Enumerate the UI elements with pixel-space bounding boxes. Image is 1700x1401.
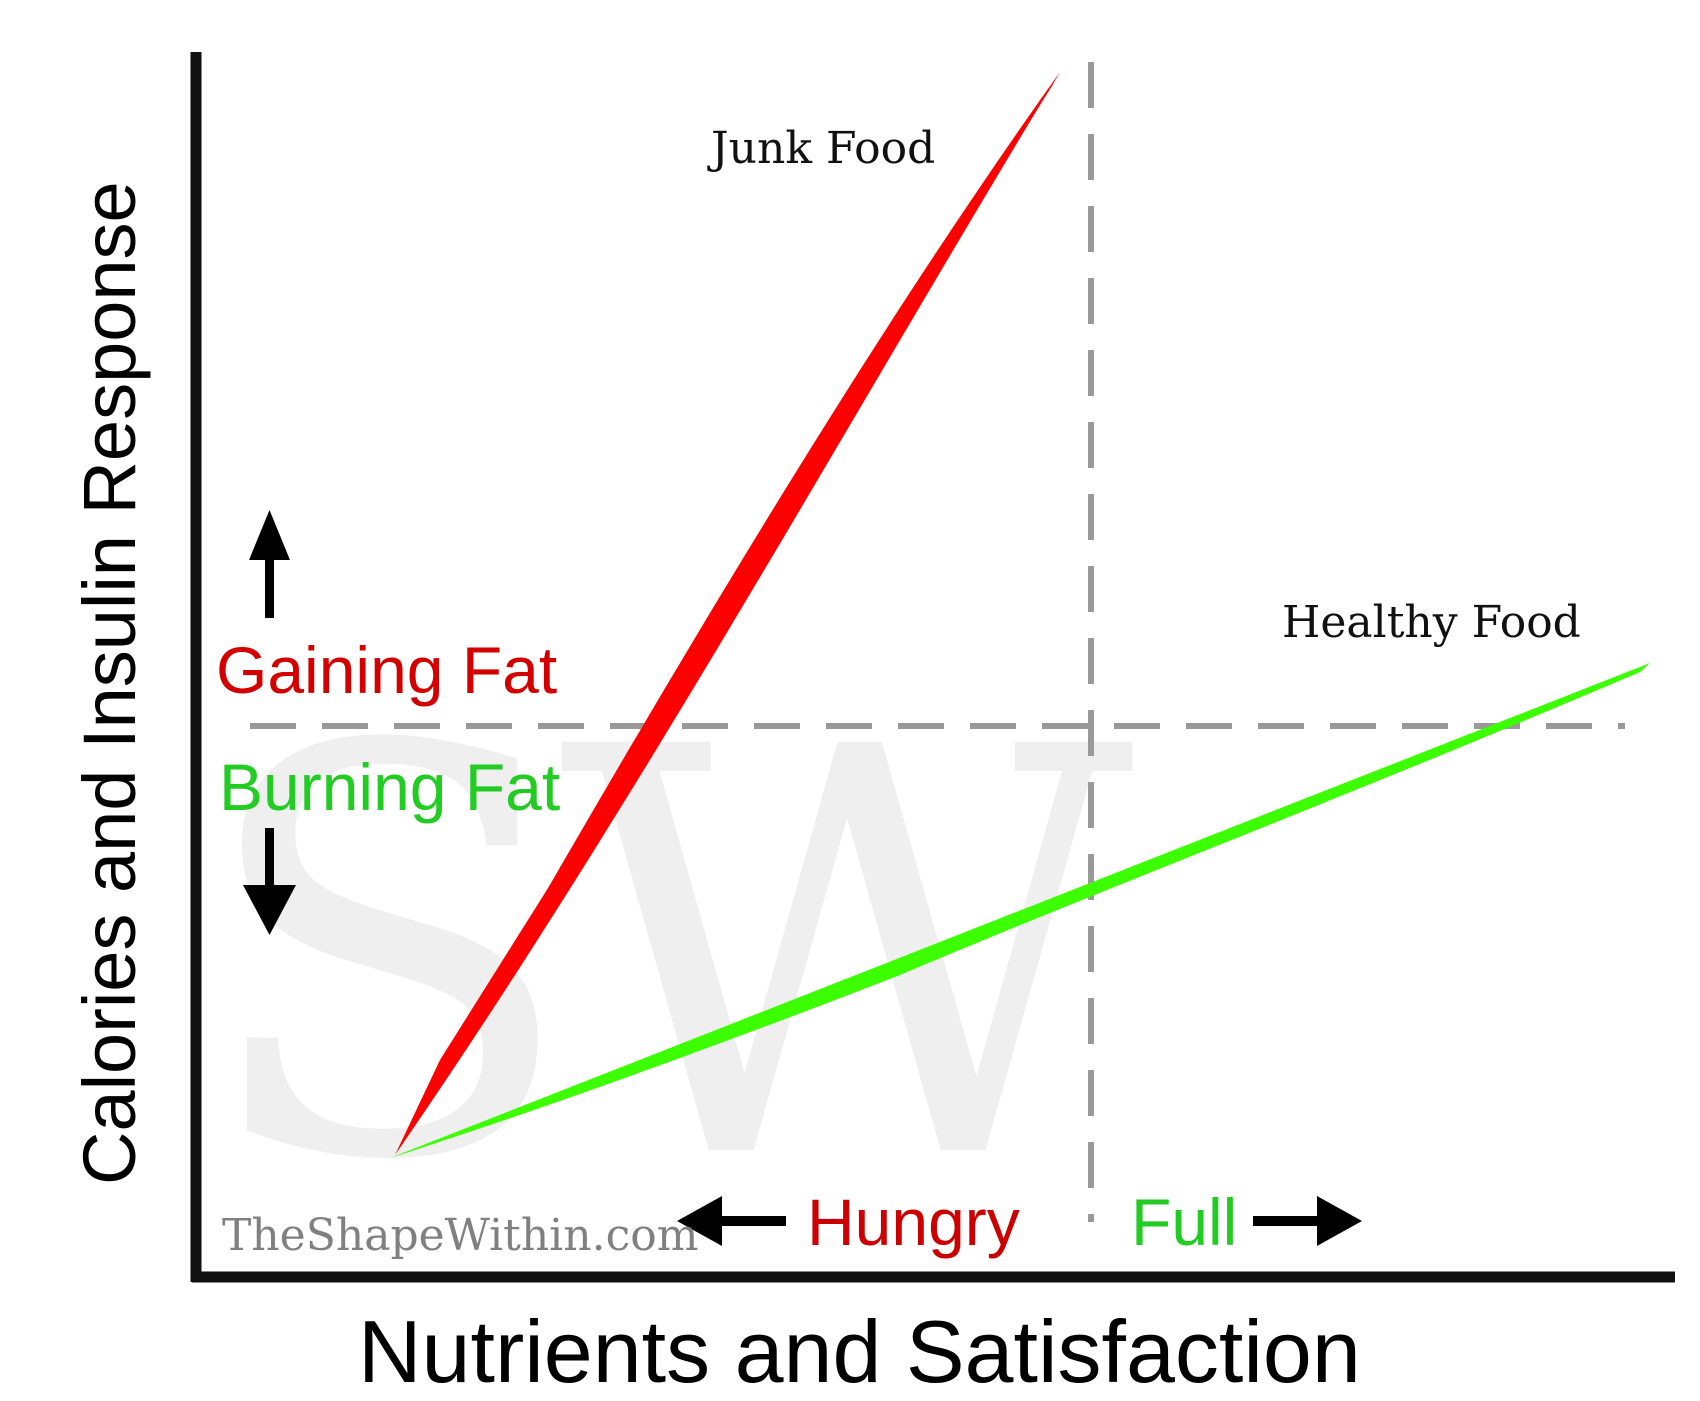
y-axis-title: Calories and Insulin Response (68, 181, 151, 1185)
healthy-food-line (390, 663, 1650, 1158)
x-axis-title: Nutrients and Satisfaction (358, 1302, 1361, 1401)
gaining-fat-label: Gaining Fat (216, 633, 557, 707)
monogram-watermark: SW (195, 631, 1136, 1283)
junk-food-label: Junk Food (707, 123, 935, 174)
hungry-label: Hungry (807, 1185, 1020, 1259)
burning-fat-label: Burning Fat (219, 750, 560, 824)
arrow-left-icon (677, 1196, 786, 1246)
arrow-right-icon (1253, 1196, 1362, 1246)
healthy-food-label: Healthy Food (1282, 597, 1581, 648)
junk-food-line-body (395, 72, 1060, 1155)
site-watermark: TheShapeWithin.com (222, 1210, 698, 1261)
arrow-down-icon (243, 828, 296, 935)
full-label: Full (1131, 1185, 1237, 1259)
arrow-up-icon (249, 510, 290, 618)
